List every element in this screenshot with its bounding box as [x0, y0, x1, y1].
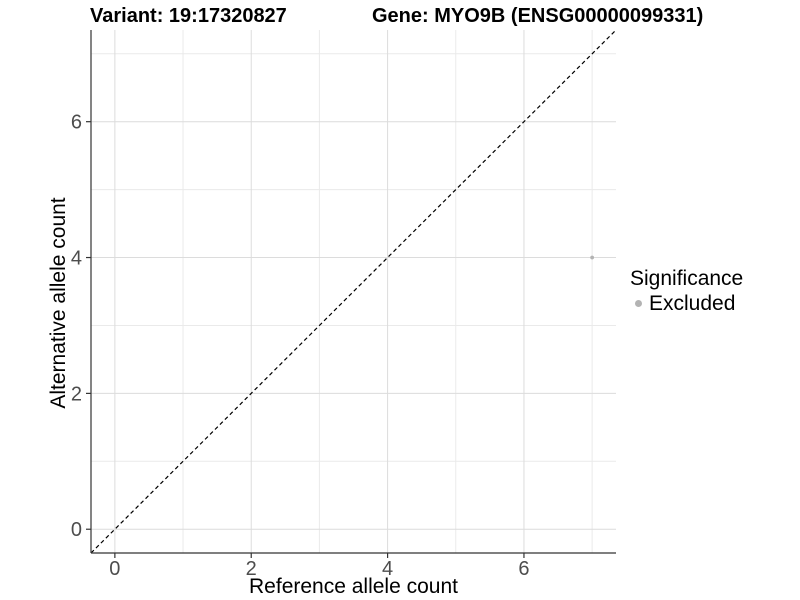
legend-item-label: Excluded — [649, 292, 736, 315]
y-tick-label: 6 — [71, 112, 82, 134]
x-axis-title: Reference allele count — [249, 575, 458, 598]
plot-title-variant: Variant: 19:17320827 — [90, 5, 287, 27]
y-tick-label: 0 — [71, 519, 82, 541]
y-tick-label: 4 — [71, 248, 82, 270]
x-tick-label: 0 — [109, 558, 120, 580]
data-point — [590, 255, 595, 260]
legend: Significance Excluded — [630, 267, 743, 315]
x-tick-label: 4 — [382, 558, 393, 580]
y-tick-label: 2 — [71, 383, 82, 405]
x-tick-label: 2 — [246, 558, 257, 580]
legend-title: Significance — [630, 267, 744, 290]
identity-line — [90, 29, 617, 554]
legend-item-excluded: Excluded — [630, 292, 743, 315]
plot-title-gene: Gene: MYO9B (ENSG00000099331) — [372, 5, 704, 27]
legend-point-icon — [635, 300, 642, 307]
y-axis-title: Alternative allele count — [47, 197, 70, 409]
x-tick-label: 6 — [518, 558, 529, 580]
